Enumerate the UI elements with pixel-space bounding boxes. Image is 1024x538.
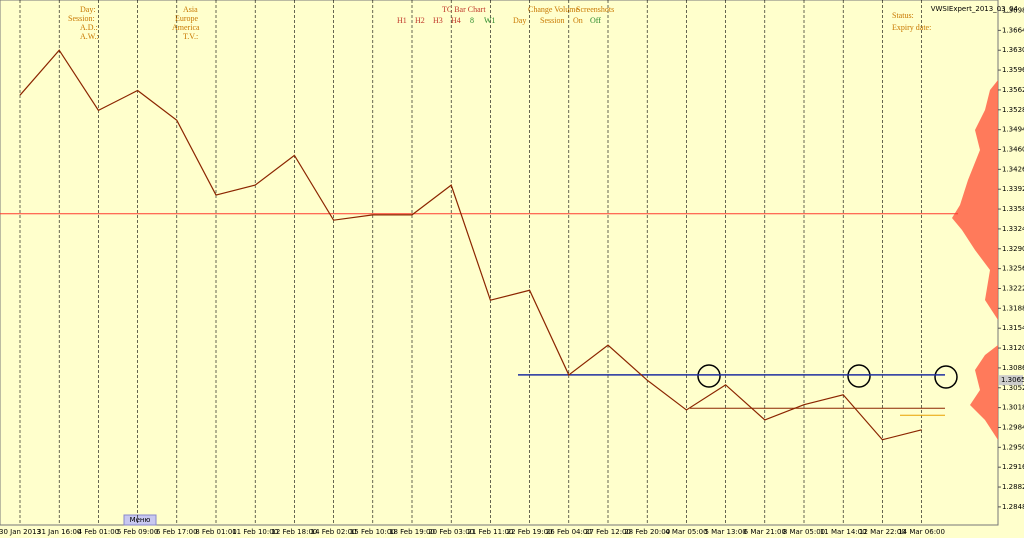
- y-tick-label: 1.3562: [1002, 86, 1024, 94]
- y-tick-label: 1.3018: [1002, 404, 1024, 412]
- y-tick-label: 1.2950: [1002, 443, 1024, 451]
- y-tick-label: 1.3188: [1002, 304, 1024, 312]
- y-tick-label: 1.3630: [1002, 46, 1024, 54]
- x-tick-label: 14 Mar 06:00: [898, 528, 945, 536]
- x-tick-label: 5 Feb 09:00: [117, 528, 158, 536]
- y-tick-label: 1.3358: [1002, 205, 1024, 213]
- volume-profile: [952, 80, 998, 440]
- x-tick-label: 12 Feb 18:00: [271, 528, 317, 536]
- annotation: Expiry date:: [892, 23, 931, 32]
- y-tick-label: 1.3324: [1002, 225, 1024, 233]
- annotation: H1: [397, 16, 407, 25]
- x-tick-label: 28 Feb 20:00: [624, 528, 670, 536]
- annotation: Off: [590, 16, 601, 25]
- annotation: Europe: [175, 14, 199, 23]
- x-tick-label: 31 Jan 16:00: [37, 528, 81, 536]
- annotation: T.V.:: [183, 32, 198, 41]
- highlight-circle: [847, 364, 871, 388]
- y-tick-label: 1.3154: [1002, 324, 1024, 332]
- x-tick-label: 18 Feb 19:00: [389, 528, 435, 536]
- annotation: H3: [433, 16, 443, 25]
- annotation: America: [172, 23, 200, 32]
- x-tick-label: 6 Mar 21:00: [744, 528, 786, 536]
- annotation: On: [573, 16, 583, 25]
- y-tick-label: 1.2848: [1002, 503, 1024, 511]
- x-tick-label: 4 Mar 05:00: [665, 528, 707, 536]
- x-tick-label: 11 Mar 14:00: [820, 528, 867, 536]
- annotation: Day:: [80, 5, 96, 14]
- annotation: 8: [470, 16, 474, 25]
- annotation: Day: [513, 16, 526, 25]
- x-tick-label: 11 Feb 10:00: [232, 528, 278, 536]
- y-tick-label: 1.2916: [1002, 463, 1024, 471]
- y-tick-label: 1.3596: [1002, 66, 1024, 74]
- y-tick-label: 1.3698: [1002, 7, 1024, 15]
- y-tick-label: 1.3256: [1002, 265, 1024, 273]
- annotation: Screenshots: [576, 5, 614, 14]
- y-tick-label: 1.3222: [1002, 284, 1024, 292]
- annotation: A.D.:: [80, 23, 98, 32]
- x-tick-label: 15 Feb 10:00: [350, 528, 396, 536]
- chart-title: VWSIExpert_2013_03_04: [931, 5, 1019, 13]
- y-tick-label: 1.3392: [1002, 185, 1024, 193]
- y-tick-label: 1.3528: [1002, 106, 1024, 114]
- annotation: H2: [415, 16, 425, 25]
- y-tick-label: 1.3120: [1002, 344, 1024, 352]
- annotation: Session: [540, 16, 564, 25]
- y-tick-label: 1.3460: [1002, 145, 1024, 153]
- y-tick-label: 1.3290: [1002, 245, 1024, 253]
- highlight-circle: [934, 365, 958, 389]
- x-tick-label: 12 Mar 22:00: [859, 528, 906, 536]
- y-tick-label: 1.2984: [1002, 423, 1024, 431]
- x-tick-label: 6 Feb 17:00: [156, 528, 197, 536]
- annotation: A.W.:: [80, 32, 99, 41]
- y-tick-label: 1.3664: [1002, 26, 1024, 34]
- annotation: Session:: [68, 14, 95, 23]
- x-tick-label: 5 Mar 13:00: [704, 528, 746, 536]
- x-tick-label: 4 Feb 01:00: [78, 528, 119, 536]
- y-tick-label: 1.3086: [1002, 364, 1024, 372]
- x-tick-label: 21 Feb 11:00: [467, 528, 513, 536]
- x-tick-label: 22 Feb 19:00: [507, 528, 553, 536]
- x-tick-label: 20 Feb 03:00: [428, 528, 474, 536]
- annotation: W1: [484, 16, 496, 25]
- last-price-box: [999, 375, 1023, 386]
- x-tick-label: 8 Feb 01:00: [195, 528, 236, 536]
- menu-button[interactable]: Меню: [123, 514, 157, 526]
- annotation: Status:: [892, 11, 914, 20]
- menu-button-label[interactable]: Меню: [130, 516, 151, 524]
- annotation: H4: [451, 16, 461, 25]
- y-tick-label: 1.3426: [1002, 165, 1024, 173]
- annotation: Asia: [183, 5, 198, 14]
- x-tick-label: 14 Feb 02:00: [311, 528, 357, 536]
- annotation: TC Bar Chart: [442, 5, 486, 14]
- x-tick-label: 26 Feb 04:00: [546, 528, 592, 536]
- y-tick-label: 1.3494: [1002, 126, 1024, 134]
- y-tick-label: 1.2882: [1002, 483, 1024, 491]
- last-price-label: 1.3065: [1001, 376, 1024, 384]
- x-tick-label: 27 Feb 12:00: [585, 528, 631, 536]
- y-tick-label: 1.3052: [1002, 384, 1024, 392]
- highlight-circle: [697, 364, 721, 388]
- plot-area: [0, 0, 999, 526]
- x-tick-label: 8 Mar 05:00: [783, 528, 825, 536]
- menu-button-bg[interactable]: [123, 514, 157, 526]
- price-line: [19, 49, 922, 441]
- x-tick-label: 30 Jan 2013: [0, 528, 41, 536]
- annotation: Change Volume: [528, 5, 579, 14]
